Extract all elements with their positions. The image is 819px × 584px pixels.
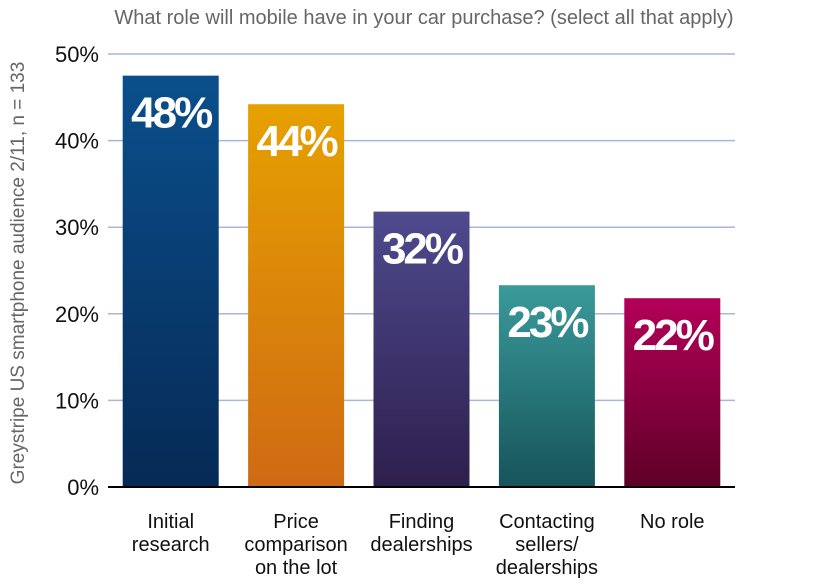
data-label: 23% bbox=[507, 298, 588, 347]
bars bbox=[122, 75, 721, 488]
bar bbox=[248, 104, 345, 487]
data-label: 48% bbox=[131, 89, 212, 138]
category-label: Finding dealerships bbox=[370, 511, 472, 556]
y-tick-labels: 0% 10% 20% 30% 40% 50% bbox=[55, 42, 99, 500]
category-label: Price comparison on the lot bbox=[244, 511, 347, 579]
bar bbox=[373, 211, 470, 487]
bar bbox=[624, 298, 721, 487]
bar bbox=[122, 75, 219, 488]
y-axis-label: Greystripe US smartphone audience 2/11, … bbox=[8, 62, 29, 485]
data-label: 32% bbox=[382, 225, 463, 274]
y-tick-label: 20% bbox=[55, 302, 99, 327]
data-label: 44% bbox=[257, 117, 338, 166]
y-tick-label: 50% bbox=[55, 42, 99, 67]
data-labels: 48% 44% 32% 23% 22% bbox=[131, 89, 717, 361]
y-tick-label: 40% bbox=[55, 129, 99, 154]
y-tick-label: 0% bbox=[67, 475, 99, 500]
data-label: 22% bbox=[633, 311, 714, 360]
bar bbox=[498, 285, 595, 487]
category-label: Initial research bbox=[132, 511, 210, 556]
category-label: No role bbox=[640, 511, 704, 533]
y-tick-label: 30% bbox=[55, 215, 99, 240]
category-labels: Initial research Price comparison on the lot… bbox=[132, 511, 705, 579]
category-label: Contacting sellers/dealerships bbox=[496, 511, 598, 579]
y-tick-label: 10% bbox=[55, 388, 99, 413]
chart-title: What role will mobile have in your car p… bbox=[114, 7, 733, 29]
